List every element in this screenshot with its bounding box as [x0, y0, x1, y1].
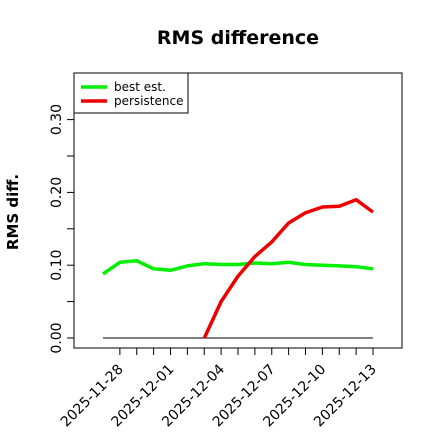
- series-line-persistence: [202, 197, 375, 339]
- x-axis: 2025-11-282025-12-012025-12-042025-12-07…: [58, 348, 380, 430]
- chart-title: RMS difference: [157, 27, 319, 49]
- legend-label: persistence: [114, 94, 183, 108]
- legend: best est.persistence: [73, 72, 189, 114]
- y-tick-label: 0.10: [49, 250, 65, 281]
- series-layer: [102, 197, 375, 339]
- y-axis: 0.00 0.10 0.20 0.30: [49, 104, 74, 354]
- y-axis-label: RMS diff.: [4, 174, 22, 250]
- series-line-best-est-: [102, 259, 374, 276]
- plot-frame: [73, 72, 403, 349]
- y-tick-label: 0.30: [49, 104, 65, 135]
- y-tick-label: 0.00: [49, 322, 65, 353]
- legend-label: best est.: [114, 80, 166, 94]
- legend-box: [73, 72, 189, 114]
- y-tick-label: 0.20: [49, 177, 65, 208]
